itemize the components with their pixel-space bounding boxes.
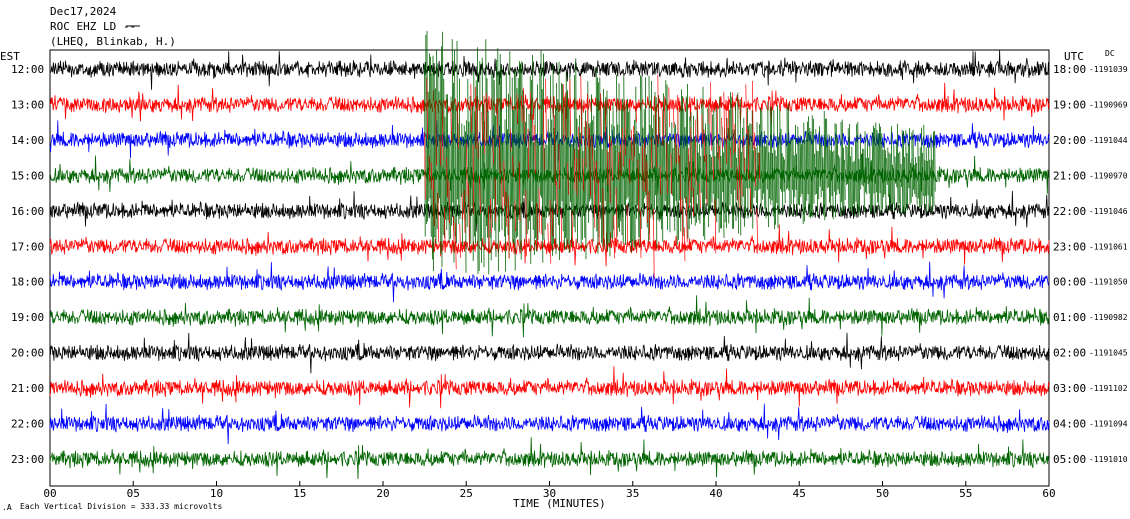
utc-label: 19:00	[1053, 98, 1086, 111]
trace-row-1300	[49, 82, 1050, 125]
utc-label: 20:00	[1053, 134, 1086, 147]
utc-label: 00:00	[1053, 276, 1086, 289]
trace-row-2300	[49, 437, 1050, 480]
dc-value: -1191050	[1089, 278, 1128, 287]
dc-value: -1191044	[1089, 136, 1128, 145]
dc-value: -1191039	[1089, 65, 1128, 74]
x-tick-label: 00	[43, 487, 56, 500]
dc-value: -1190969	[1089, 100, 1128, 109]
trace-row-1200	[49, 50, 1050, 90]
trace-row-2000	[49, 332, 1050, 374]
x-tick-label: 05	[127, 487, 140, 500]
est-label: 16:00	[11, 205, 44, 218]
event-overlay	[424, 30, 936, 278]
est-label: 21:00	[11, 382, 44, 395]
est-label: 12:00	[11, 63, 44, 76]
utc-label: 01:00	[1053, 311, 1086, 324]
x-tick-label: 20	[376, 487, 389, 500]
utc-label: 23:00	[1053, 240, 1086, 253]
x-tick-label: 50	[876, 487, 889, 500]
utc-axis-label: UTC	[1064, 50, 1084, 63]
dc-value: -1191045	[1089, 349, 1128, 358]
vertical-division-note: Each Vertical Division = 333.33 microvol…	[20, 502, 222, 511]
est-label: 15:00	[11, 169, 44, 182]
chart-filter: (LHEQ, Blinkab, H.)	[50, 35, 176, 48]
utc-labels: 18:00 -1191039 19:00 -1190969 20:00 -1191044 2…	[1053, 63, 1128, 466]
utc-label: 03:00	[1053, 382, 1086, 395]
chart-date: Dec17,2024	[50, 5, 117, 18]
est-label: 14:00	[11, 134, 44, 147]
utc-label: 22:00	[1053, 205, 1086, 218]
est-label: 23:00	[11, 453, 44, 466]
est-label: 13:00	[11, 98, 44, 111]
x-tick-label: 55	[959, 487, 972, 500]
dc-value: -1191061	[1089, 242, 1128, 251]
est-label: 18:00	[11, 276, 44, 289]
est-label: 17:00	[11, 240, 44, 253]
utc-label: 02:00	[1053, 347, 1086, 360]
chart-station: ROC EHZ LD --	[50, 20, 136, 33]
trace-row-1700	[49, 224, 1050, 267]
x-tick-label: 30	[543, 487, 556, 500]
trace-row-2200	[49, 403, 1050, 445]
x-tick-label: 60	[1042, 487, 1055, 500]
utc-label: 04:00	[1053, 418, 1086, 431]
utc-label: 18:00	[1053, 63, 1086, 76]
dc-value: -1190982	[1089, 313, 1128, 322]
dc-value: -1191046	[1089, 207, 1128, 216]
x-tick-label: 35	[626, 487, 639, 500]
est-axis-label: EST	[0, 50, 20, 63]
trace-row-1800	[49, 261, 1050, 303]
dc-value: -1191094	[1089, 420, 1128, 429]
trace-row-1900	[49, 295, 1050, 338]
earthquake-signal-red	[424, 74, 761, 278]
utc-label: 21:00	[1053, 169, 1086, 182]
x-axis-title: TIME (MINUTES)	[513, 497, 606, 510]
trace-row-1600	[49, 190, 1050, 232]
x-tick-label: 10	[210, 487, 223, 500]
x-axis-ticks: 00 05 10 15 20 25 30 35 40 45 50 55 60	[43, 481, 1056, 500]
dc-value: -1191010	[1089, 455, 1128, 464]
x-tick-label: 15	[293, 487, 306, 500]
trace-row-2100	[49, 366, 1050, 409]
utc-label: 05:00	[1053, 453, 1086, 466]
est-label: 19:00	[11, 311, 44, 324]
dc-label: DC	[1105, 49, 1115, 58]
est-label: 20:00	[11, 347, 44, 360]
est-label: 22:00	[11, 418, 44, 431]
est-labels: 12:00 13:00 14:00 15:00 16:00 17:00 18:00 19:00…	[11, 63, 44, 466]
dc-value: -1190970	[1089, 171, 1128, 180]
x-tick-label: 25	[460, 487, 473, 500]
x-tick-label: 40	[709, 487, 722, 500]
trace-group	[49, 50, 1050, 480]
x-tick-label: 45	[793, 487, 806, 500]
dc-value: -1191102	[1089, 384, 1128, 393]
corner-mark: .A	[2, 503, 12, 512]
